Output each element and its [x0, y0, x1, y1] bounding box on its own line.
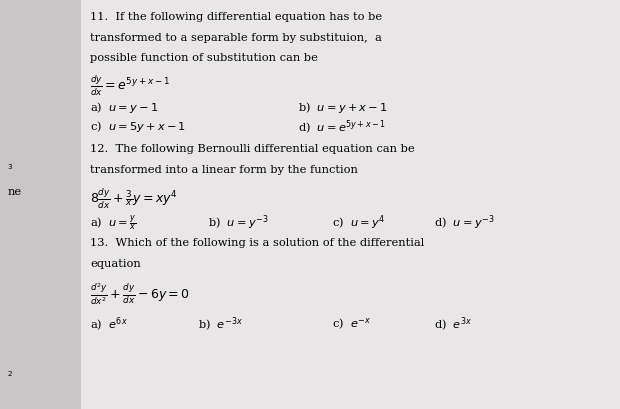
Text: 13.  Which of the following is a solution of the differential: 13. Which of the following is a solution…: [90, 237, 424, 247]
Text: possible function of substitution can be: possible function of substitution can be: [90, 53, 318, 63]
Text: ne: ne: [7, 186, 22, 196]
Text: a)  $e^{6x}$: a) $e^{6x}$: [90, 315, 128, 333]
Text: 11.  If the following differential equation has to be: 11. If the following differential equati…: [90, 12, 382, 22]
Text: transformed into a linear form by the function: transformed into a linear form by the fu…: [90, 164, 358, 174]
Text: c)  $e^{-x}$: c) $e^{-x}$: [332, 315, 371, 330]
Text: $\frac{d^2y}{dx^2} + \frac{dy}{dx} - 6y = 0$: $\frac{d^2y}{dx^2} + \frac{dy}{dx} - 6y …: [90, 280, 190, 306]
Text: 12.  The following Bernoulli differential equation can be: 12. The following Bernoulli differential…: [90, 144, 415, 154]
Text: a)  $u = \frac{y}{x}$: a) $u = \frac{y}{x}$: [90, 213, 136, 231]
Text: d)  $e^{3x}$: d) $e^{3x}$: [434, 315, 472, 333]
Text: $8\frac{dy}{dx} + \frac{3}{x}y = xy^4$: $8\frac{dy}{dx} + \frac{3}{x}y = xy^4$: [90, 186, 178, 210]
Text: $\frac{dy}{dx} = e^{5y+x-1}$: $\frac{dy}{dx} = e^{5y+x-1}$: [90, 74, 170, 98]
Text: b)  $e^{-3x}$: b) $e^{-3x}$: [198, 315, 244, 333]
Text: b)  $u = y^{-3}$: b) $u = y^{-3}$: [208, 213, 268, 231]
Text: $_2$: $_2$: [7, 368, 14, 378]
Text: c)  $u = y^4$: c) $u = y^4$: [332, 213, 385, 231]
Text: d)  $u = y^{-3}$: d) $u = y^{-3}$: [434, 213, 494, 231]
Text: d)  $u = e^{5y+x-1}$: d) $u = e^{5y+x-1}$: [298, 119, 386, 137]
Text: transformed to a separable form by substituion,  a: transformed to a separable form by subst…: [90, 33, 382, 43]
Text: $^3$: $^3$: [7, 164, 14, 173]
Text: b)  $u = y + x - 1$: b) $u = y + x - 1$: [298, 100, 388, 115]
FancyBboxPatch shape: [81, 0, 620, 409]
Text: a)  $u = y - 1$: a) $u = y - 1$: [90, 100, 158, 115]
Text: equation: equation: [90, 258, 141, 268]
Text: c)  $u = 5y + x - 1$: c) $u = 5y + x - 1$: [90, 119, 186, 134]
